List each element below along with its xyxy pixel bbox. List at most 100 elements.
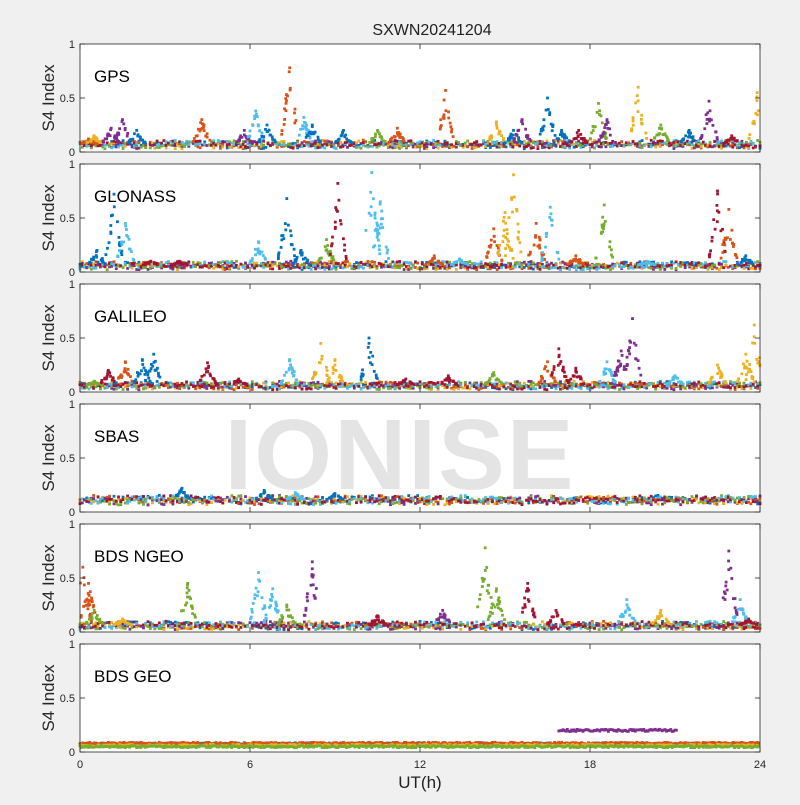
peak-point	[724, 382, 727, 385]
peak-point	[264, 258, 267, 261]
peak-point	[259, 253, 262, 256]
background-point	[518, 145, 521, 148]
peak-point	[378, 248, 381, 251]
peak-point	[181, 262, 184, 265]
peak-point	[449, 122, 452, 125]
peak-point	[590, 131, 593, 134]
peak-point	[201, 375, 204, 378]
peak-point	[118, 376, 121, 379]
peak-point	[288, 70, 291, 73]
peak-point	[757, 109, 760, 112]
background-point	[174, 147, 177, 150]
peak-point	[318, 259, 321, 262]
peak-point	[551, 129, 554, 132]
peak-point	[558, 355, 561, 358]
peak-point	[377, 225, 380, 228]
background-point	[537, 147, 540, 150]
peak-point	[576, 259, 579, 262]
background-point	[187, 261, 190, 264]
peak-point	[666, 140, 669, 143]
peak-point	[393, 135, 396, 138]
background-point	[580, 387, 583, 390]
peak-point	[614, 381, 617, 384]
peak-point	[143, 367, 146, 370]
background-point	[654, 388, 657, 391]
peak-point	[569, 261, 572, 264]
peak-point	[403, 140, 406, 143]
background-point	[416, 262, 419, 265]
peak-point	[380, 210, 383, 213]
background-point	[663, 268, 666, 271]
peak-point	[396, 383, 399, 386]
peak-point	[433, 254, 436, 257]
peak-point	[658, 133, 661, 136]
peak-point	[377, 239, 380, 242]
peak-point	[373, 244, 376, 247]
peak-point	[295, 379, 298, 382]
peak-point	[206, 132, 209, 135]
peak-point	[748, 133, 751, 136]
peak-point	[635, 358, 638, 361]
peak-point	[389, 138, 392, 141]
peak-point	[512, 173, 515, 176]
background-point	[144, 146, 147, 149]
peak-point	[556, 251, 559, 254]
peak-point	[709, 249, 712, 252]
background-point	[709, 141, 712, 144]
peak-point	[105, 253, 108, 256]
peak-point	[345, 255, 348, 258]
peak-point	[344, 134, 347, 137]
background-point	[532, 268, 535, 271]
background-point	[464, 381, 467, 384]
peak-point	[253, 117, 256, 120]
peak-point	[106, 135, 109, 138]
peak-point	[458, 258, 461, 261]
background-point	[364, 381, 367, 384]
peak-point	[370, 171, 373, 174]
peak-point	[122, 241, 125, 244]
peak-point	[151, 365, 154, 368]
peak-point	[573, 138, 576, 141]
peak-point	[302, 258, 305, 261]
peak-point	[116, 220, 119, 223]
peak-point	[334, 364, 337, 367]
background-point	[310, 268, 313, 271]
peak-point	[659, 124, 662, 127]
peak-point	[404, 378, 407, 381]
peak-point	[342, 237, 345, 240]
peak-point	[577, 375, 580, 378]
peak-point	[613, 374, 616, 377]
peak-point	[554, 134, 557, 137]
peak-point	[756, 113, 759, 116]
peak-point	[716, 138, 719, 141]
background-point	[203, 261, 206, 264]
peak-point	[173, 263, 176, 266]
peak-point	[498, 244, 501, 247]
peak-point	[99, 140, 102, 143]
peak-point	[308, 262, 311, 265]
peak-point	[209, 374, 212, 377]
peak-point	[602, 227, 605, 230]
background-point	[323, 147, 326, 150]
peak-point	[598, 380, 601, 383]
peak-point	[637, 263, 640, 266]
peak-point	[621, 354, 624, 357]
background-point	[156, 380, 159, 383]
peak-point	[120, 253, 123, 256]
peak-point	[154, 369, 157, 372]
background-point	[754, 145, 757, 148]
peak-point	[413, 383, 416, 386]
background-point	[181, 147, 184, 150]
peak-point	[332, 368, 335, 371]
background-point	[122, 388, 125, 391]
background-point	[199, 140, 202, 143]
peak-point	[153, 361, 156, 364]
peak-point	[374, 133, 377, 136]
peak-point	[488, 245, 491, 248]
peak-point	[445, 109, 448, 112]
peak-point	[623, 365, 626, 368]
peak-point	[343, 249, 346, 252]
peak-point	[185, 263, 188, 266]
background-point	[729, 386, 732, 389]
peak-point	[504, 211, 507, 214]
